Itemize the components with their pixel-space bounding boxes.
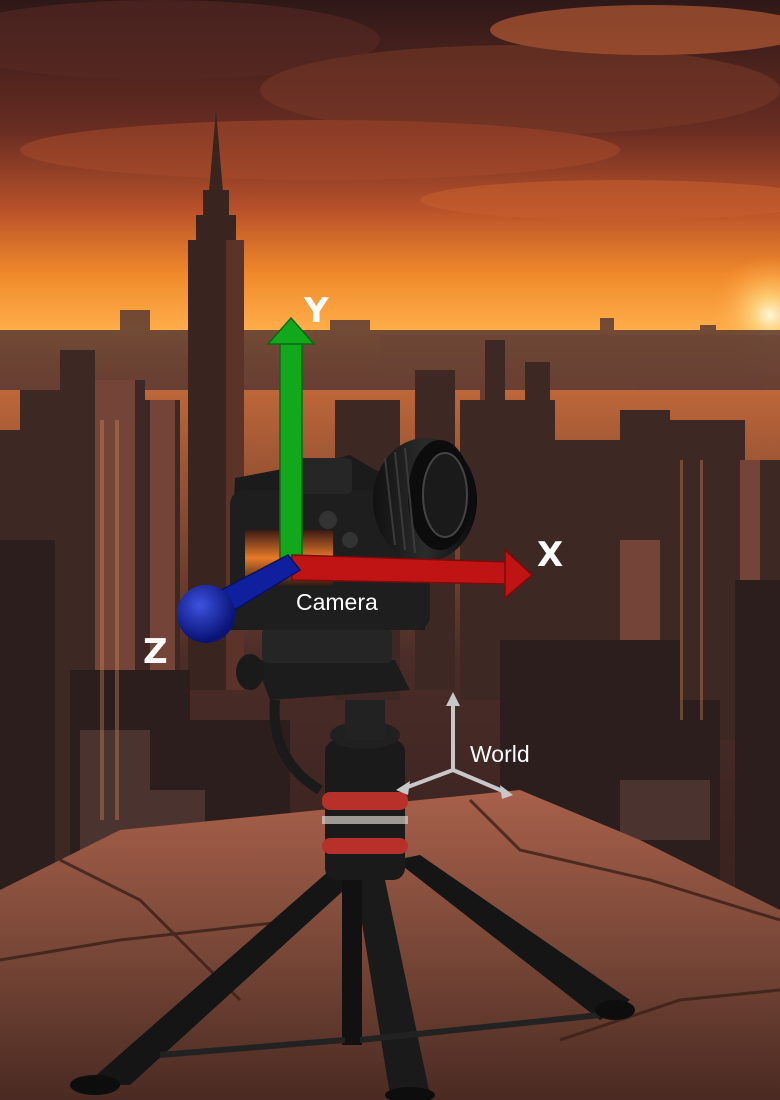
world-axis-right xyxy=(452,768,506,794)
x-axis-label: X xyxy=(537,535,563,575)
y-axis-shaft xyxy=(279,339,303,559)
camera-frame-label: Camera xyxy=(296,589,378,615)
y-axis-label: Y xyxy=(303,291,329,331)
tripod xyxy=(70,628,635,1100)
clouds xyxy=(0,0,780,220)
z-axis-ball xyxy=(177,585,235,643)
world-axis-right-head xyxy=(500,785,513,799)
y-axis-arrowhead xyxy=(266,316,316,345)
world-axis-up-head xyxy=(446,692,460,706)
world-axis-left xyxy=(404,768,454,790)
camera-frame: Y X Z Camera xyxy=(143,291,563,672)
x-axis-arrowhead xyxy=(504,548,534,600)
city-skyline xyxy=(0,110,780,910)
world-frame: World xyxy=(396,692,530,799)
world-frame-label: World xyxy=(470,741,530,767)
world-axis-left-head xyxy=(396,781,410,795)
z-axis-label: Z xyxy=(143,632,168,672)
